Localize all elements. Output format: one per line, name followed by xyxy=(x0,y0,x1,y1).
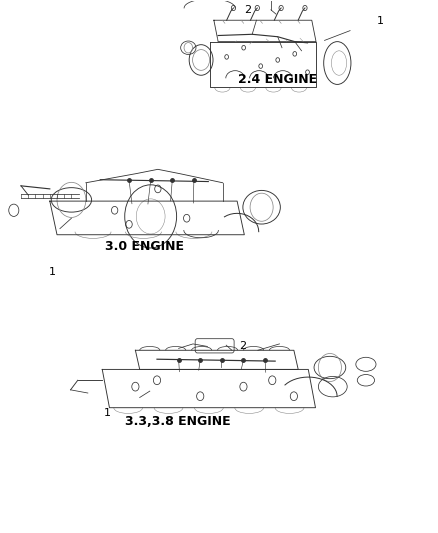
Text: 2: 2 xyxy=(240,341,247,351)
Text: 2: 2 xyxy=(244,5,251,15)
Text: 3.3,3.8 ENGINE: 3.3,3.8 ENGINE xyxy=(125,415,230,428)
Text: 1: 1 xyxy=(49,267,56,277)
Text: 3.0 ENGINE: 3.0 ENGINE xyxy=(105,240,184,253)
Text: 1: 1 xyxy=(104,408,111,418)
Text: 1: 1 xyxy=(377,16,384,26)
Text: 2.4 ENGINE: 2.4 ENGINE xyxy=(238,73,318,86)
